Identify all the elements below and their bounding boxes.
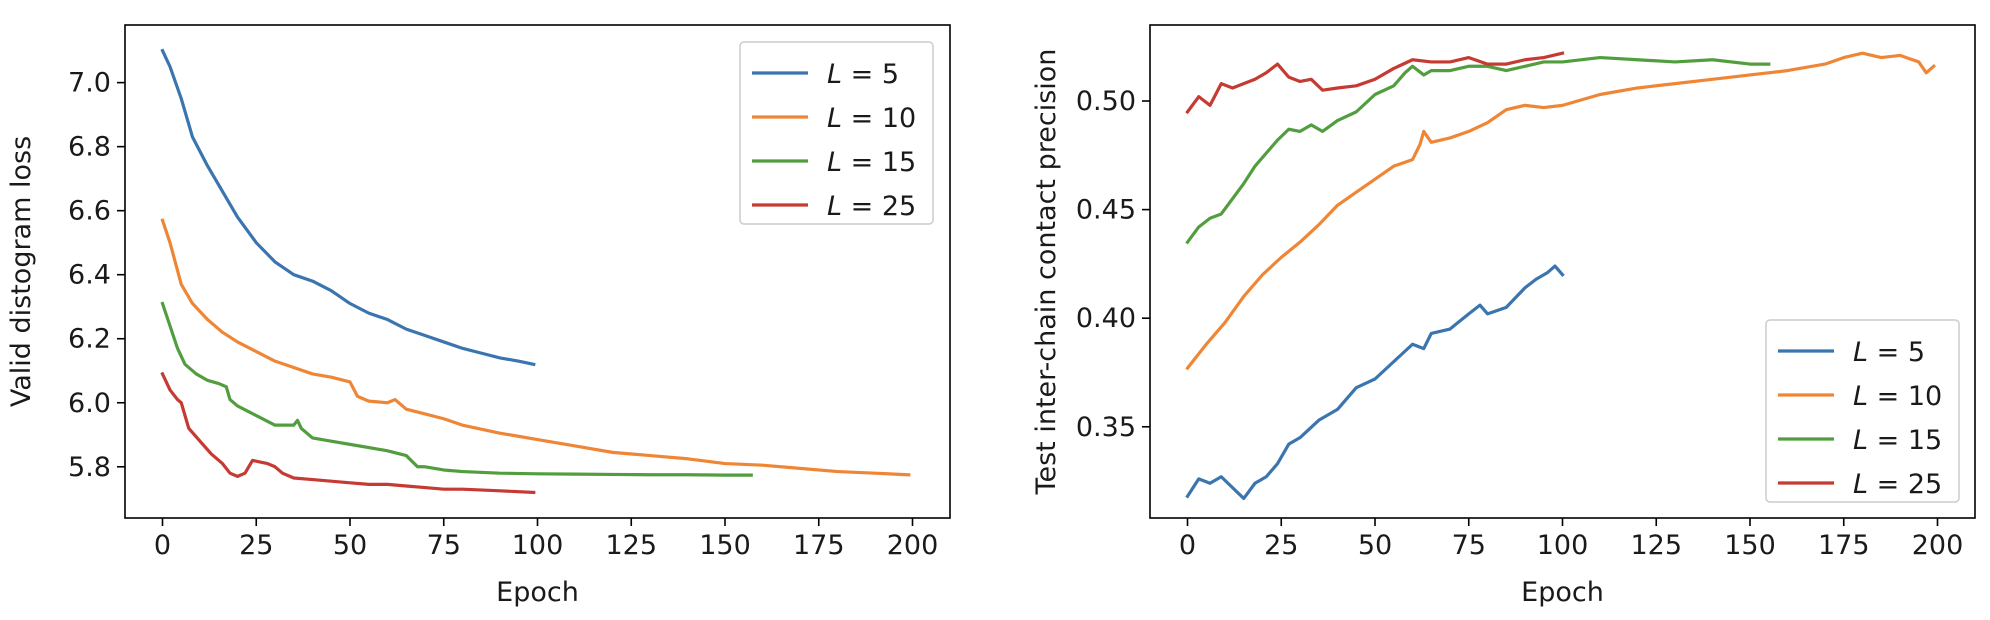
x-tick-label: 125 bbox=[1630, 530, 1682, 561]
legend-box bbox=[1765, 319, 1960, 503]
x-tick-label: 75 bbox=[1452, 530, 1486, 561]
series-line-L25 bbox=[160, 371, 536, 495]
y-axis-label: Test inter-chain contact precision bbox=[1031, 49, 1062, 496]
legend-label-L5: L = 5 bbox=[1853, 337, 1925, 368]
x-tick-label: 50 bbox=[333, 530, 367, 561]
x-axis-label: Epoch bbox=[1521, 577, 1604, 608]
chart-panel-2: 0 25 50 75 100 125 150 175 200 0.35 0.40 0.45 0.50 Ep… bbox=[1031, 24, 1976, 608]
series-line-L5 bbox=[1185, 264, 1565, 501]
series-line-L10 bbox=[1185, 51, 1937, 371]
legend-label-L15: L = 15 bbox=[827, 147, 916, 178]
x-tick-label: 200 bbox=[1912, 530, 1964, 561]
series-line-L5 bbox=[160, 48, 536, 367]
x-tick-label: 150 bbox=[699, 530, 751, 561]
series-line-L10 bbox=[160, 218, 911, 477]
x-tick-label: 200 bbox=[887, 530, 939, 561]
legend-label-L5: L = 5 bbox=[827, 59, 899, 90]
legend-label-L25: L = 25 bbox=[827, 191, 916, 222]
y-tick-label: 0.40 bbox=[1076, 303, 1136, 334]
y-tick-label: 5.8 bbox=[68, 452, 111, 483]
x-axis-label: Epoch bbox=[496, 577, 579, 608]
legend-label-L10: L = 10 bbox=[827, 103, 916, 134]
y-tick-label: 6.2 bbox=[68, 324, 111, 355]
series-lines bbox=[1185, 51, 1937, 501]
legend-box bbox=[739, 41, 934, 225]
series-line-L15 bbox=[160, 301, 753, 477]
y-tick-label: 0.50 bbox=[1076, 86, 1136, 117]
legend-label-L10: L = 10 bbox=[1853, 381, 1942, 412]
x-tick-label: 175 bbox=[1818, 530, 1870, 561]
x-tick-label: 100 bbox=[1537, 530, 1589, 561]
series-line-L25 bbox=[1185, 51, 1565, 115]
x-tick-label: 0 bbox=[154, 530, 171, 561]
legend: L = 5 L = 10 L = 15 L = 25 bbox=[1765, 319, 1960, 503]
legend: L = 5 L = 10 L = 15 L = 25 bbox=[739, 41, 934, 225]
x-tick-label: 175 bbox=[793, 530, 845, 561]
y-tick-label: 7.0 bbox=[68, 68, 111, 99]
legend-label-L15: L = 15 bbox=[1853, 425, 1942, 456]
y-axis-label: Valid distogram loss bbox=[6, 136, 37, 407]
x-tick-label: 150 bbox=[1724, 530, 1776, 561]
x-tick-label: 25 bbox=[1264, 530, 1298, 561]
legend-label-L25: L = 25 bbox=[1853, 469, 1942, 500]
y-tick-label: 6.6 bbox=[68, 196, 111, 227]
y-tick-label: 6.0 bbox=[68, 388, 111, 419]
x-tick-label: 25 bbox=[239, 530, 273, 561]
x-tick-label: 50 bbox=[1358, 530, 1392, 561]
y-tick-label: 0.45 bbox=[1076, 195, 1136, 226]
x-tick-label: 100 bbox=[512, 530, 564, 561]
x-tick-label: 125 bbox=[605, 530, 657, 561]
series-lines bbox=[160, 48, 911, 495]
x-tick-label: 0 bbox=[1179, 530, 1196, 561]
x-tick-label: 75 bbox=[427, 530, 461, 561]
series-line-L15 bbox=[1185, 55, 1771, 245]
y-tick-label: 6.8 bbox=[68, 132, 111, 163]
chart-panel-1: 0 25 50 75 100 125 150 175 200 5.8 6.0 6.2 6.4 6.6 6.8… bbox=[6, 24, 951, 608]
y-tick-label: 6.4 bbox=[68, 260, 111, 291]
y-tick-label: 0.35 bbox=[1076, 412, 1136, 443]
